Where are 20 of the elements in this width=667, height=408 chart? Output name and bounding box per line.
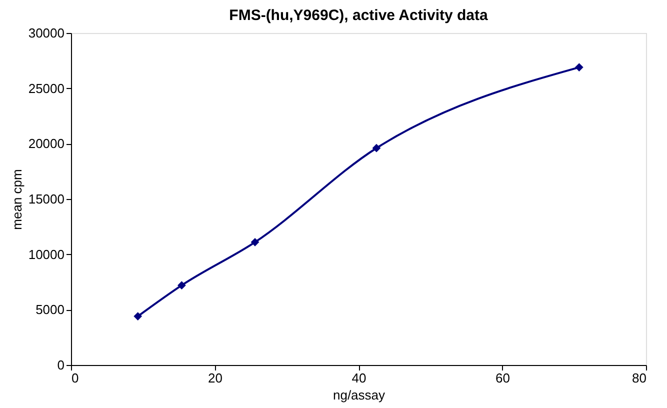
y-tick-label: 15000 xyxy=(28,192,64,206)
x-tick-label: 0 xyxy=(72,370,79,386)
point xyxy=(250,238,260,246)
x-tick-label: 20 xyxy=(208,370,222,386)
y-tick-label: 20000 xyxy=(28,136,64,152)
x-tick-label: 40 xyxy=(352,370,366,386)
y-tick-label: 10000 xyxy=(28,246,64,262)
y-tick-label: 0 xyxy=(57,358,64,372)
point xyxy=(574,63,584,72)
point xyxy=(178,281,186,290)
x-axis-title: ng/assay xyxy=(332,388,386,402)
y-tick-label: 25000 xyxy=(28,80,64,96)
point xyxy=(134,312,142,320)
x-tick-label: 80 xyxy=(632,370,646,386)
y-axis-title: mean cpm xyxy=(9,169,24,230)
chart-title: FMS-(hu,Y969C), active Activity data xyxy=(229,7,488,24)
point xyxy=(372,144,381,152)
y-tick-label: 5000 xyxy=(36,302,64,318)
x-tick-label: 60 xyxy=(496,370,510,386)
y-tick-label: 30000 xyxy=(28,26,64,40)
